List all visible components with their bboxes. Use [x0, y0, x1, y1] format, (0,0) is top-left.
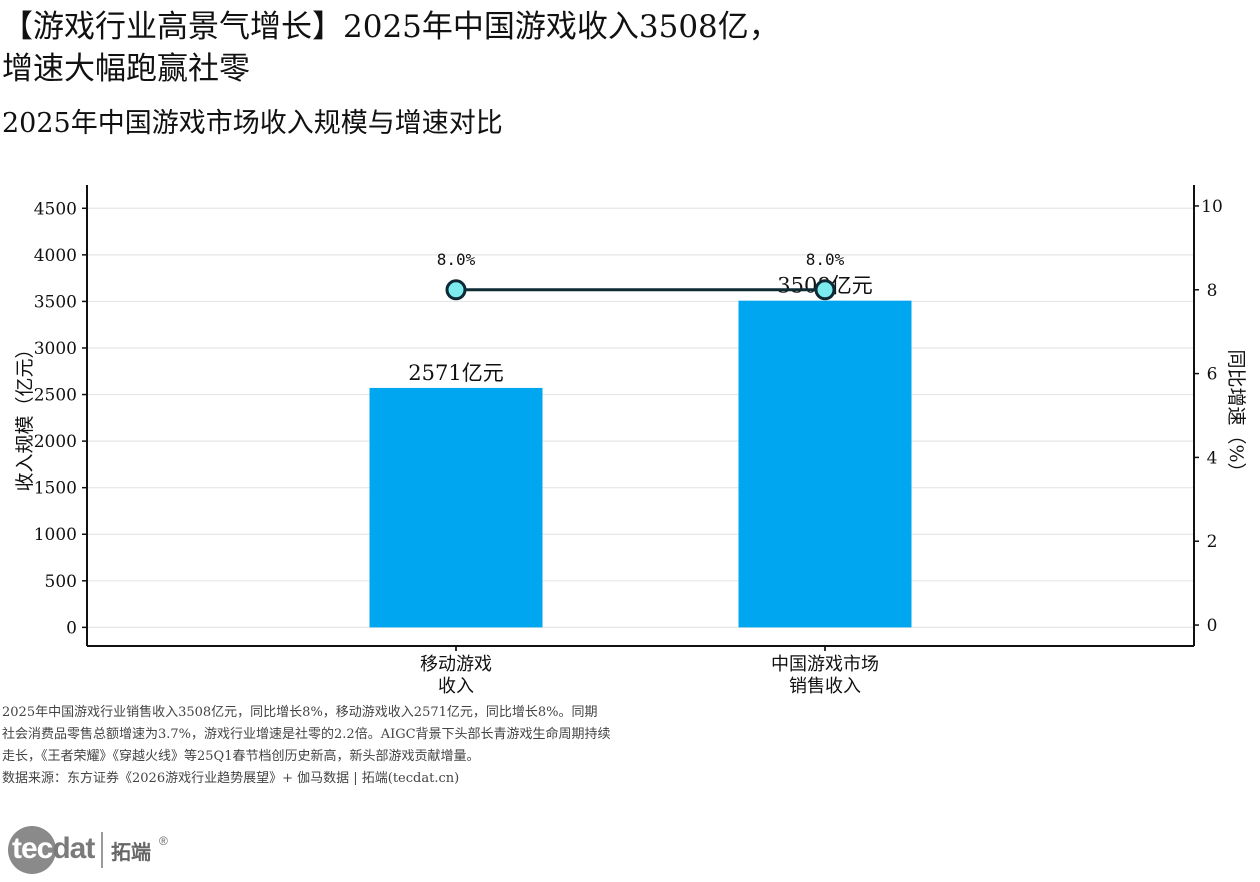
logo-circle-icon: [8, 826, 56, 874]
source-line: 数据来源：东方证券《2026游戏行业趋势展望》+ 伽马数据 | 拓端(tecda…: [2, 771, 460, 786]
growth-data-label: 8.0%: [437, 250, 476, 269]
y2-tick-label: 0: [1207, 616, 1218, 636]
growth-marker: [445, 279, 467, 301]
tecdat-logo: tecdat 拓端 ®: [8, 826, 208, 876]
note-line-1: 2025年中国游戏行业销售收入3508亿元，同比增长8%，移动游戏收入2571亿…: [2, 705, 598, 720]
chart-subtitle: 2025年中国游戏市场收入规模与增速对比: [2, 108, 503, 139]
x-tick-label: 收入: [438, 676, 474, 697]
y-tick-label: 2500: [34, 386, 77, 406]
logo-chinese-name: 拓端: [111, 842, 151, 864]
y-tick-label: 3500: [34, 292, 77, 312]
y-axis-title: 收入规模（亿元）: [14, 339, 36, 491]
bar: [738, 300, 912, 628]
y-tick-label: 1500: [34, 479, 77, 499]
y-tick-label: 1000: [34, 525, 77, 545]
bar-data-label: 2571亿元: [408, 361, 503, 385]
logo-divider: [101, 832, 103, 868]
bar: [369, 387, 543, 628]
y-tick-label: 4000: [34, 246, 77, 266]
x-tick-label: 销售收入: [789, 676, 861, 697]
chart-area: 0 500 1000 1500 2000 2500 3000 3500 4000 4500 0 2 4 6…: [14, 185, 1247, 697]
y2-tick-label: 10: [1201, 197, 1223, 217]
y-tick-label: 2000: [34, 432, 77, 452]
y2-axis-title: 同比增速（%）: [1225, 349, 1247, 481]
y-tick-label: 4500: [34, 199, 77, 219]
chart-title: 【游戏行业高景气增长】2025年中国游戏收入3508亿， 增速大幅跑赢社零: [2, 9, 780, 87]
y2-tick-label: 2: [1207, 532, 1218, 552]
y2-tick-label: 6: [1207, 365, 1218, 385]
y2-tick-label: 4: [1207, 448, 1218, 468]
x-tick-label: 中国游戏市场: [771, 654, 879, 675]
logo-wordmark: tecdat: [12, 832, 95, 865]
y-tick-label: 3000: [34, 339, 77, 359]
growth-marker: [814, 279, 836, 301]
y-tick-label: 500: [45, 572, 77, 592]
y-tick-label: 0: [66, 618, 77, 638]
logo-registered-mark: ®: [159, 834, 168, 848]
note-line-3: 走长，《王者荣耀》《穿越火线》等25Q1春节档创历史新高，新头部游戏贡献增量。: [2, 749, 480, 764]
x-tick-label: 移动游戏: [420, 654, 492, 675]
y2-tick-label: 8: [1207, 281, 1218, 301]
growth-data-label: 8.0%: [806, 250, 845, 269]
chart-notes: 2025年中国游戏行业销售收入3508亿元，同比增长8%，移动游戏收入2571亿…: [2, 702, 732, 790]
note-line-2: 社会消费品零售总额增速为3.7%，游戏行业增速是社零的2.2倍。AIGC背景下头…: [2, 727, 611, 742]
